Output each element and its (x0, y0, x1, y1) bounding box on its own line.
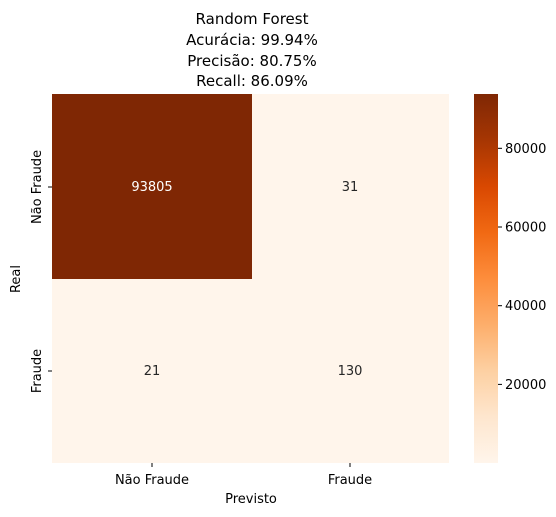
x-axis-label: Previsto (225, 492, 277, 507)
colorbar-tick-label: 20000 (505, 378, 546, 393)
y-axis-label: Real (9, 265, 24, 293)
cell-label-fraude-fraude: 130 (338, 364, 363, 379)
title-line-2: Acurácia: 99.94% (186, 31, 318, 49)
cell-label-nao-fraude-nao-fraude: 93805 (131, 180, 172, 195)
colorbar-ticks: 20000 40000 60000 80000 (498, 142, 546, 393)
colorbar-tick-label: 60000 (505, 221, 546, 236)
cell-label-nao-fraude-fraude: 31 (342, 180, 359, 195)
cell-fraude-fraude (252, 279, 449, 463)
chart-title: Random Forest Acurácia: 99.94% Precisão:… (186, 10, 318, 90)
cell-fraude-nao-fraude (52, 279, 252, 463)
y-axis: Não Fraude Fraude Real (9, 150, 52, 393)
cell-nao-fraude-nao-fraude (52, 94, 252, 279)
x-tick-label-nao-fraude: Não Fraude (115, 473, 189, 488)
title-line-3: Precisão: 80.75% (187, 52, 316, 70)
cell-label-fraude-nao-fraude: 21 (144, 364, 161, 379)
cell-annotations: 93805 31 21 130 (131, 180, 362, 379)
colorbar-tick-label: 40000 (505, 299, 546, 314)
colorbar-tick-label: 80000 (505, 142, 546, 157)
title-line-1: Random Forest (196, 10, 309, 28)
y-tick-label-fraude: Fraude (30, 349, 45, 393)
heatmap-cells (52, 94, 449, 463)
x-tick-label-fraude: Fraude (328, 473, 372, 488)
x-axis: Não Fraude Fraude Previsto (115, 463, 372, 507)
y-tick-label-nao-fraude: Não Fraude (30, 150, 45, 224)
colorbar-gradient (474, 94, 498, 463)
title-line-4: Recall: 86.09% (196, 72, 308, 90)
colorbar: 20000 40000 60000 80000 (474, 94, 546, 463)
cell-nao-fraude-fraude (252, 94, 449, 279)
